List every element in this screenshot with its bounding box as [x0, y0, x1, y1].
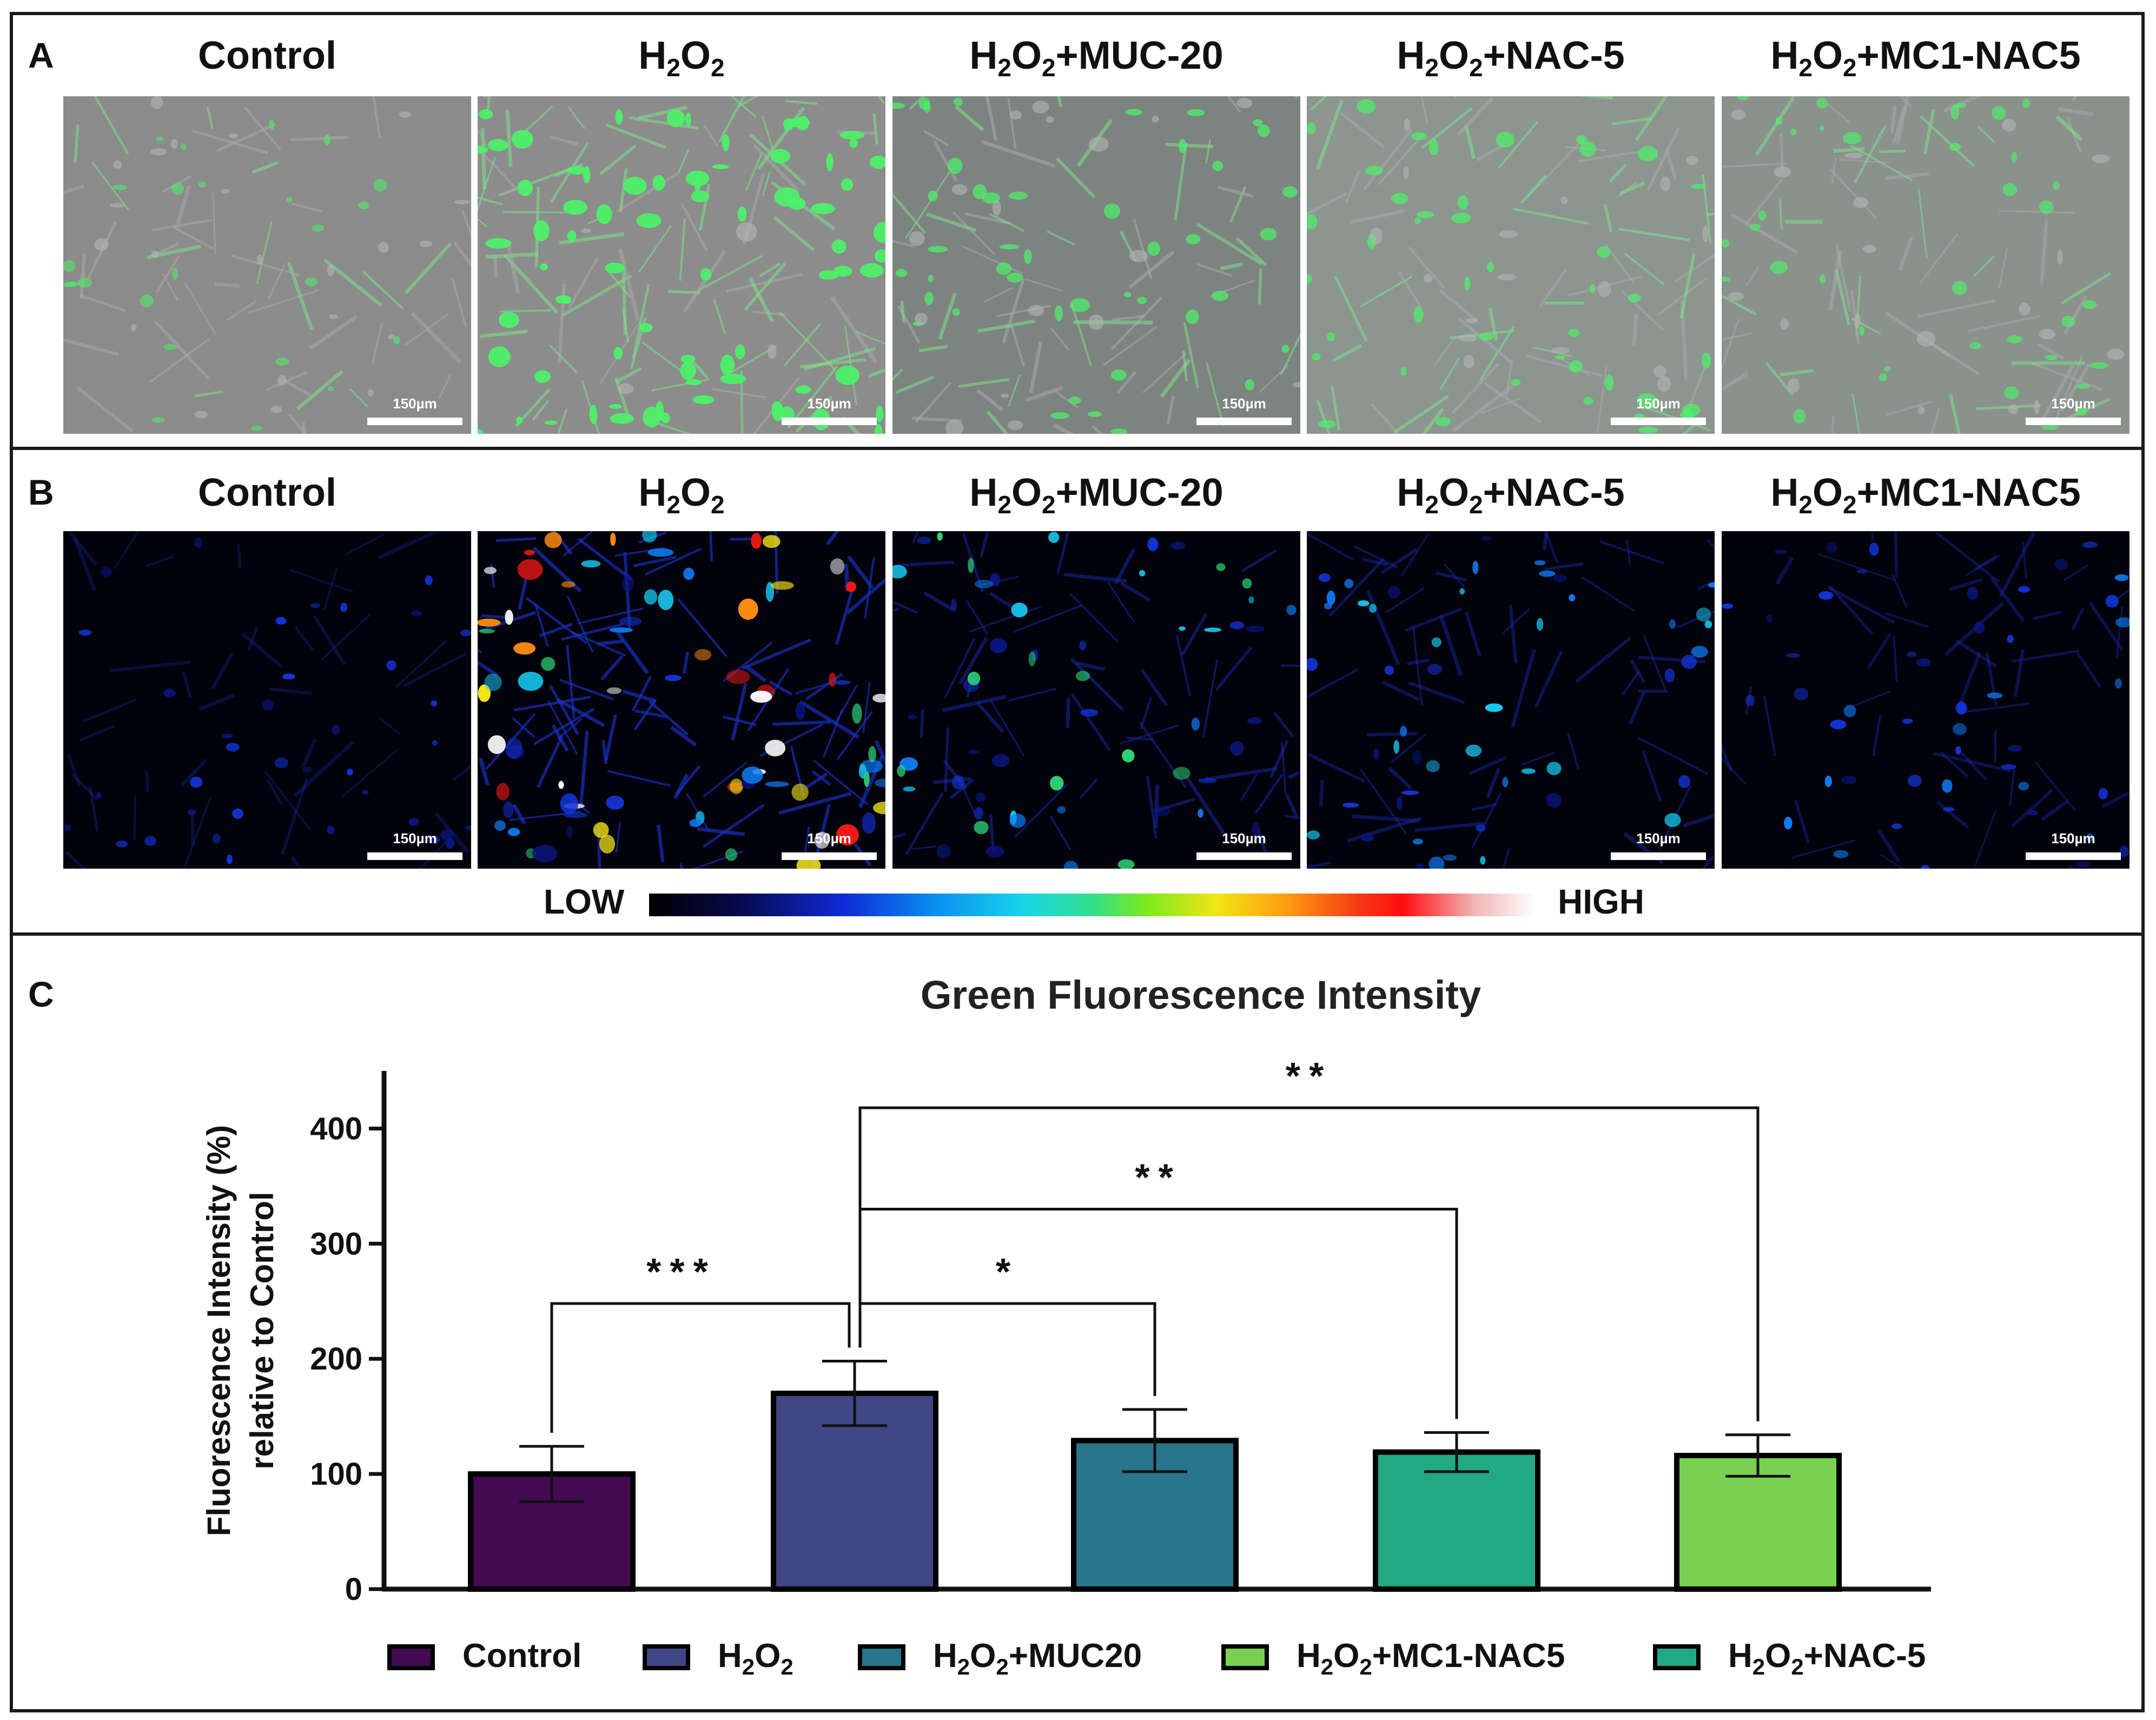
- scale-bar: [782, 852, 877, 860]
- panel-letter-b: B: [28, 472, 54, 512]
- colorbar-high-label: HIGH: [1558, 882, 1644, 921]
- intensity-colorbar: [649, 894, 1536, 916]
- column-title-control: Control: [198, 471, 336, 514]
- scale-bar: [2026, 418, 2121, 425]
- scale-bar-label: 150µm: [807, 830, 851, 846]
- scale-bar-label: 150µm: [2051, 830, 2095, 846]
- column-title-h2o2-nac5: H2O2+NAC-5: [1397, 471, 1625, 519]
- scale-bar: [367, 852, 462, 860]
- heatmap-image-h2o2-muc20: 150µm: [892, 531, 1300, 869]
- column-title-h2o2-nac5: H2O2+NAC-5: [1397, 34, 1625, 82]
- brightfield-image-control: 150µm: [63, 96, 471, 434]
- column-title-h2o2-muc20: H2O2+MUC-20: [969, 34, 1224, 82]
- heatmap-image-h2o2-mc1-nac5: 150µm: [1722, 531, 2129, 869]
- brightfield-image-h2o2: 150µm: [478, 96, 885, 434]
- scale-bar: [367, 418, 462, 425]
- brightfield-image-h2o2-mc1-nac5: 150µm: [1722, 96, 2129, 434]
- panel-letter-c: C: [28, 974, 54, 1014]
- scale-bar: [1196, 418, 1292, 425]
- scale-bar: [1611, 418, 1706, 425]
- scale-bar-label: 150µm: [393, 395, 437, 412]
- column-title-h2o2: H2O2: [638, 471, 725, 519]
- scale-bar-label: 150µm: [393, 830, 437, 846]
- scale-bar-label: 150µm: [1222, 395, 1266, 412]
- brightfield-image-h2o2-nac5: 150µm: [1307, 96, 1715, 434]
- panel-c-bar-chart: [10, 932, 2145, 1712]
- panel-letter-a: A: [28, 35, 54, 75]
- heatmap-image-control: 150µm: [63, 531, 471, 869]
- column-title-control: Control: [198, 34, 336, 77]
- scale-bar: [1196, 852, 1292, 860]
- column-title-h2o2-mc1-nac5: H2O2+MC1-NAC5: [1770, 34, 2081, 82]
- brightfield-image-h2o2-muc20: 150µm: [892, 96, 1300, 434]
- scale-bar-label: 150µm: [807, 395, 851, 412]
- column-title-h2o2-muc20: H2O2+MUC-20: [969, 471, 1224, 519]
- scale-bar: [1611, 852, 1706, 860]
- scale-bar-label: 150µm: [2051, 395, 2095, 412]
- scale-bar-label: 150µm: [1222, 830, 1266, 846]
- heatmap-image-h2o2-nac5: 150µm: [1307, 531, 1715, 869]
- scale-bar-label: 150µm: [1636, 395, 1681, 412]
- scale-bar: [2026, 852, 2121, 860]
- colorbar-low-label: LOW: [544, 882, 625, 921]
- scale-bar: [782, 418, 877, 425]
- heatmap-image-h2o2: 150µm: [478, 531, 885, 869]
- column-title-h2o2: H2O2: [638, 34, 725, 82]
- column-title-h2o2-mc1-nac5: H2O2+MC1-NAC5: [1770, 471, 2081, 519]
- scale-bar-label: 150µm: [1636, 830, 1681, 846]
